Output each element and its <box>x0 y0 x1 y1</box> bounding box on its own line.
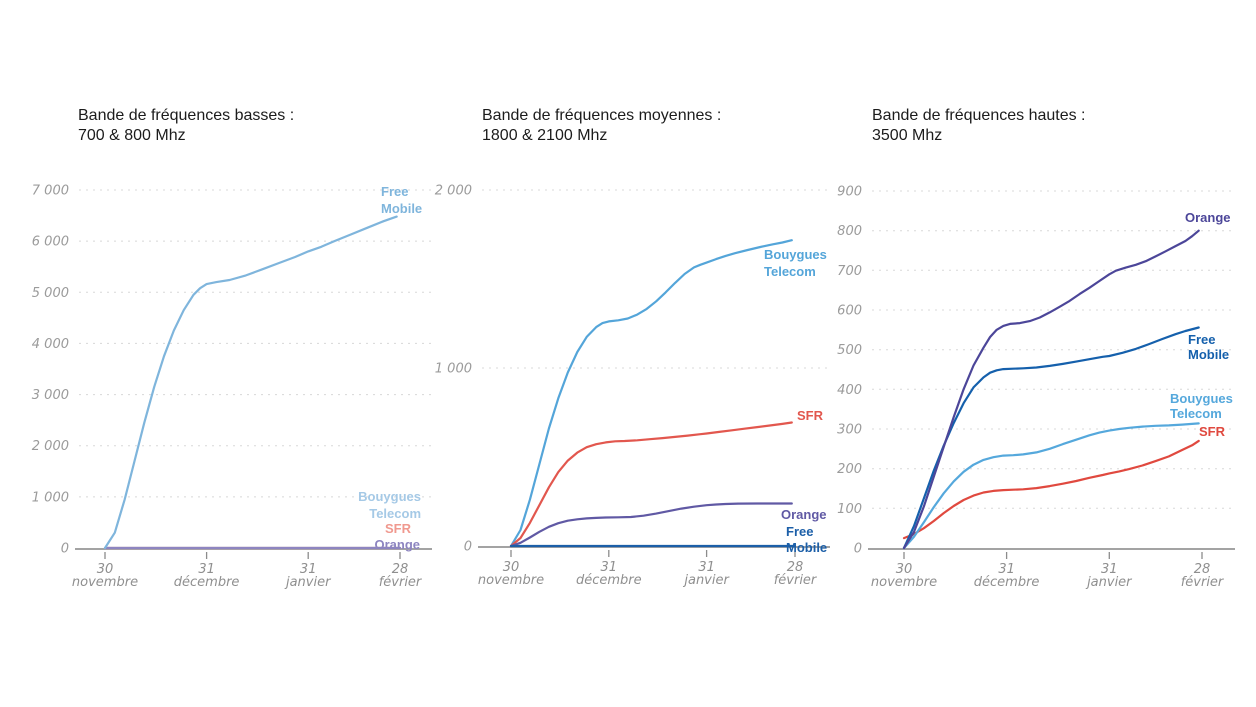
series-label-sfr: SFR <box>385 521 412 536</box>
y-tick-label: 3 000 <box>32 388 69 403</box>
y-tick-label: 500 <box>837 343 862 358</box>
x-tick-label-month: novembre <box>871 575 937 590</box>
series-line-free-mobile <box>902 326 1200 550</box>
x-tick-label-day: 28 <box>392 562 409 577</box>
y-tick-label: 7 000 <box>32 184 69 199</box>
chart-title-line1: Bande de fréquences basses : <box>78 107 295 124</box>
x-tick-label-month: novembre <box>72 575 138 590</box>
x-tick-label-month: février <box>379 575 423 590</box>
y-tick-label: 800 <box>837 224 862 239</box>
y-tick-label: 200 <box>837 462 862 477</box>
chart-subtitle: 1800 & 2100 Mhz <box>482 127 608 144</box>
series-label-free-mobile: Free <box>786 524 813 539</box>
y-tick-label: 4 000 <box>32 337 69 352</box>
series-label-orange: Orange <box>374 537 420 552</box>
series-label-free-mobile: Mobile <box>1188 347 1229 362</box>
y-tick-label: 400 <box>837 383 862 398</box>
x-tick-label-month: décembre <box>974 575 1040 590</box>
x-tick-label-day: 30 <box>896 562 913 577</box>
series-label-orange: Orange <box>1185 210 1231 225</box>
y-tick-label: 900 <box>837 185 862 200</box>
series-label-free-mobile: Free <box>1188 332 1215 347</box>
y-tick-label: 2 000 <box>32 439 69 454</box>
y-tick-label: 0 <box>464 540 472 555</box>
chart-subtitle: 3500 Mhz <box>872 127 943 144</box>
chart-title-moyennes: Bande de fréquences moyennes : 1800 & 21… <box>482 106 721 146</box>
y-tick-label: 2 000 <box>435 184 472 199</box>
series-label-sfr: SFR <box>797 408 824 423</box>
series-label-bouygues-telecom: Telecom <box>764 264 816 279</box>
series-line-orange <box>509 502 793 548</box>
y-tick-label: 1 000 <box>32 490 69 505</box>
y-tick-label: 700 <box>837 264 862 279</box>
chart-title-basses: Bande de fréquences basses : 700 & 800 M… <box>78 106 294 146</box>
y-tick-label: 0 <box>854 542 862 557</box>
chart-title-hautes: Bande de fréquences hautes : 3500 Mhz <box>872 106 1086 146</box>
x-tick-label-day: 28 <box>1194 562 1211 577</box>
x-tick-label-day: 31 <box>998 562 1015 577</box>
x-tick-label-month: janvier <box>284 575 332 590</box>
y-tick-label: 0 <box>61 542 69 557</box>
y-tick-label: 100 <box>837 502 862 517</box>
chart-subtitle: 700 & 800 Mhz <box>78 127 186 144</box>
x-tick-label-day: 31 <box>300 562 317 577</box>
y-tick-label: 600 <box>837 304 862 319</box>
series-line-bouygues-telecom <box>509 239 793 548</box>
series-label-bouygues-telecom: Bouygues <box>358 489 421 504</box>
x-tick-label-day: 31 <box>601 560 618 575</box>
x-tick-label-month: novembre <box>478 573 544 588</box>
x-tick-label-day: 28 <box>787 560 804 575</box>
series-label-bouygues-telecom: Bouygues <box>764 247 827 262</box>
x-tick-label-month: janvier <box>1085 575 1133 590</box>
series-label-sfr: SFR <box>1199 424 1226 439</box>
series-line-sfr <box>902 439 1200 540</box>
x-tick-label-day: 31 <box>1101 562 1118 577</box>
x-tick-label-month: février <box>1181 575 1225 590</box>
x-tick-label-day: 31 <box>198 562 215 577</box>
series-label-free-mobile: Mobile <box>786 540 827 555</box>
series-line-free-mobile <box>103 215 398 550</box>
x-tick-label-month: décembre <box>174 575 240 590</box>
series-line-sfr <box>509 421 793 548</box>
y-tick-label: 6 000 <box>32 235 69 250</box>
series-label-bouygues-telecom: Telecom <box>369 506 421 521</box>
x-tick-label-day: 31 <box>698 560 715 575</box>
series-label-free-mobile: Mobile <box>381 201 422 216</box>
series-label-orange: Orange <box>781 507 827 522</box>
series-label-bouygues-telecom: Telecom <box>1170 406 1222 421</box>
x-tick-label-month: décembre <box>576 573 642 588</box>
x-tick-label-month: février <box>774 573 818 588</box>
y-tick-label: 5 000 <box>32 286 69 301</box>
series-label-bouygues-telecom: Bouygues <box>1170 391 1233 406</box>
y-tick-label: 300 <box>837 423 862 438</box>
x-tick-label-day: 30 <box>97 562 114 577</box>
series-line-orange <box>902 229 1200 550</box>
x-tick-label-day: 30 <box>503 560 520 575</box>
chart-basses: 0 1 000 2 000 3 000 4 000 5 000 6 000 7 000 30no… <box>32 184 432 590</box>
x-tick-label-month: janvier <box>682 573 730 588</box>
series-label-free-mobile: Free <box>381 184 408 199</box>
chart-title-line1: Bande de fréquences hautes : <box>872 107 1086 124</box>
series-line-bouygues-telecom <box>902 422 1200 550</box>
chart-title-line1: Bande de fréquences moyennes : <box>482 107 722 124</box>
y-tick-label: 1 000 <box>435 362 472 377</box>
